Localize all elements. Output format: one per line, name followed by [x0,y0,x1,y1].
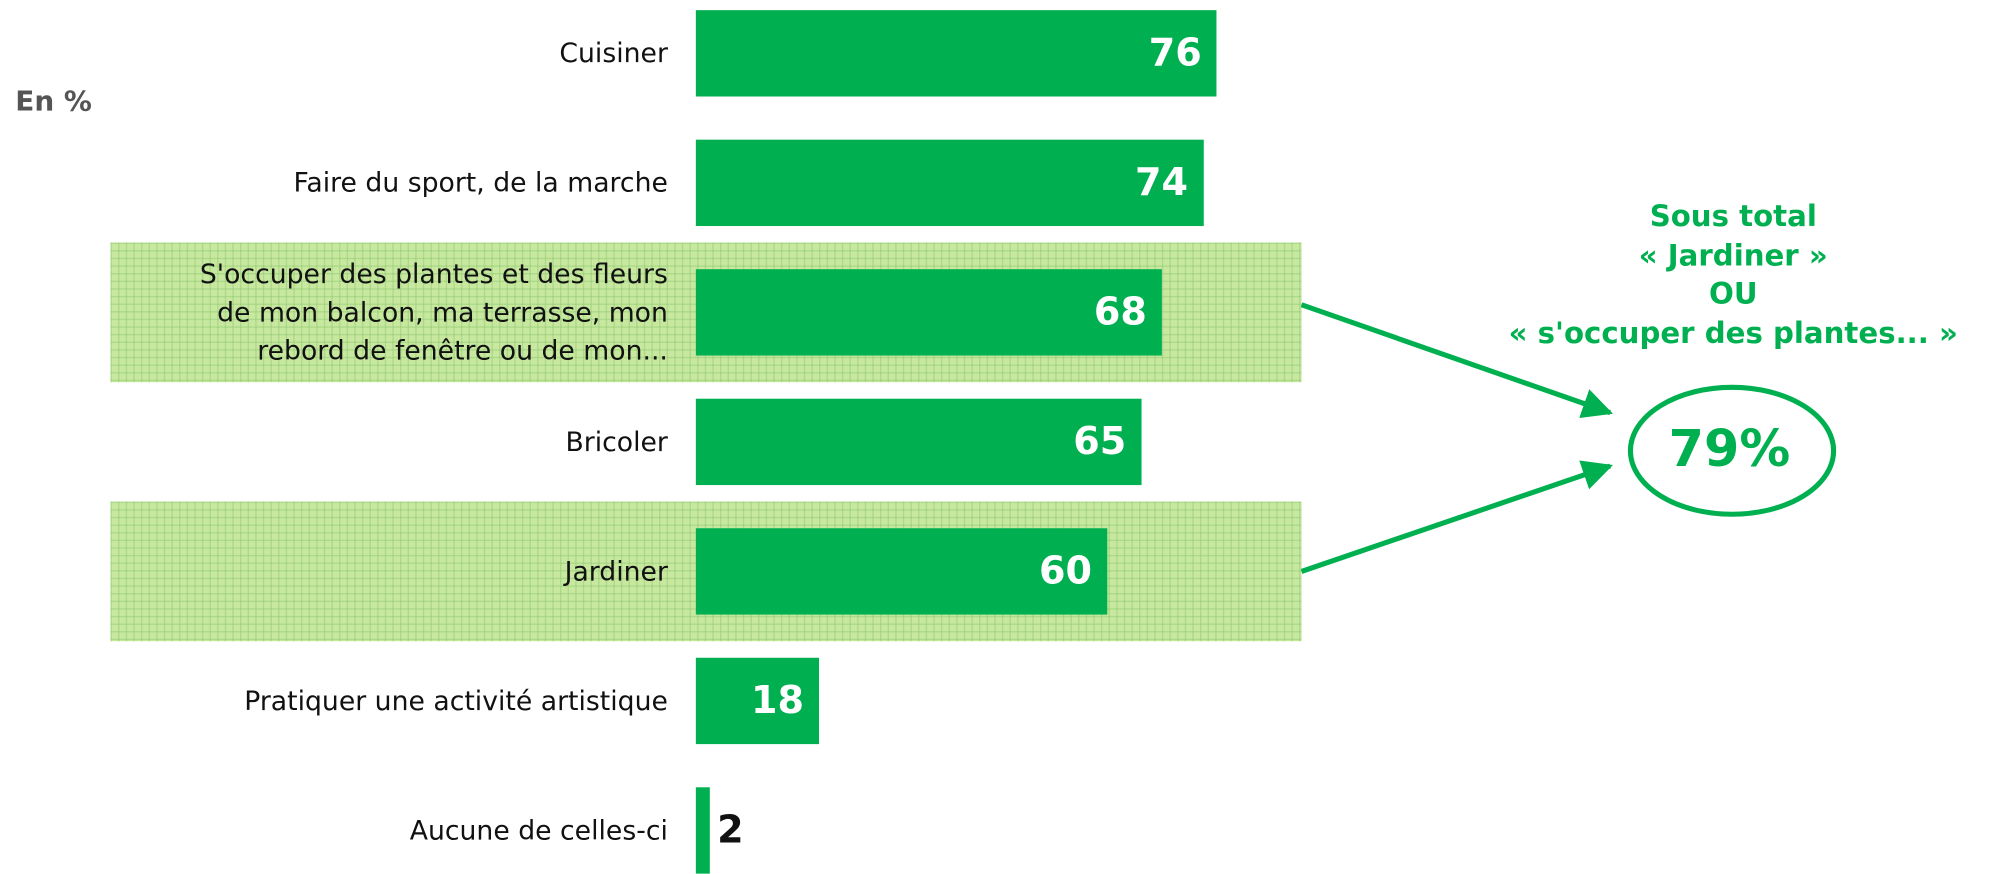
bar [695,657,820,745]
subtotal-value: 79% [1669,419,1791,478]
category-label: S'occuper des plantes et des fleurs de m… [199,259,668,366]
bar [695,787,710,874]
bar [695,139,1204,227]
unit-label: En % [15,86,92,119]
subtotal-title: Sous total [1649,200,1817,234]
category-label: Cuisiner [559,38,668,69]
category-label: Jardiner [564,556,668,587]
value-label: 60 [1039,549,1093,594]
bar [695,269,1163,356]
category-label: Faire du sport, de la marche [293,167,668,199]
bar [695,398,1142,486]
category-label: Bricoler [565,426,668,458]
arrow [1300,460,1613,574]
value-label: 68 [1093,290,1147,335]
arrow [1300,302,1613,419]
subtotal-title: « Jardiner » [1638,239,1828,273]
subtotal-title: OU [1708,278,1758,312]
value-label: 74 [1135,160,1189,206]
value-label: 76 [1148,31,1202,76]
category-label: Pratiquer une activité artistique [244,685,668,717]
bar [695,10,1217,97]
subtotal-ring [1627,384,1837,517]
subtotal-title: « s'occuper des plantes... » [1508,316,1958,350]
value-label: 2 [717,808,744,853]
value-label: 65 [1073,419,1127,465]
category-label: Aucune de celles-ci [409,815,668,846]
bar [695,528,1108,615]
value-label: 18 [751,678,805,724]
